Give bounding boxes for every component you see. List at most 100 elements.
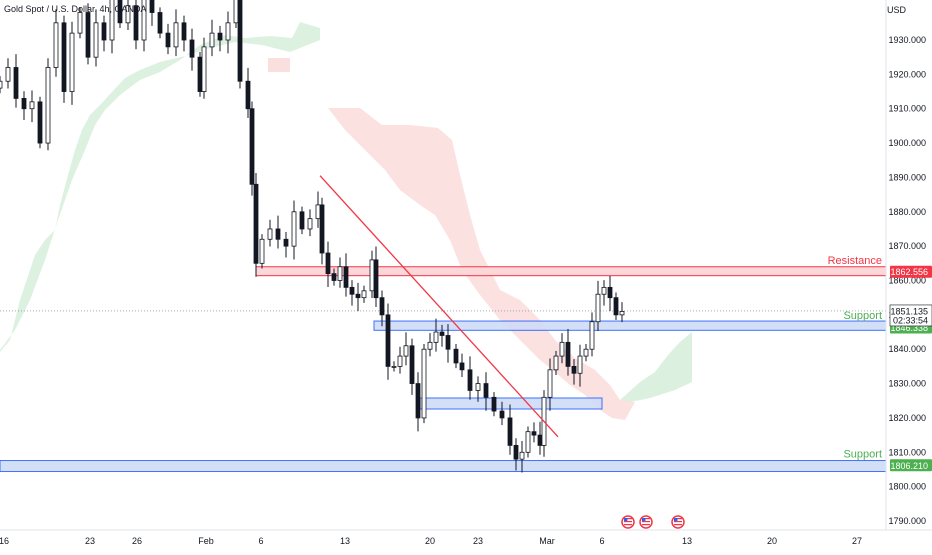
candle[interactable] [519,451,525,460]
candle[interactable] [69,32,75,92]
candle[interactable] [589,321,595,350]
candle[interactable] [141,0,147,41]
candle[interactable] [349,286,355,295]
candle[interactable] [427,341,433,350]
candle[interactable] [459,362,465,371]
candle[interactable] [225,22,231,41]
candle[interactable] [613,297,619,316]
candle[interactable] [133,5,139,41]
candle[interactable] [253,183,259,264]
candle[interactable] [53,22,59,68]
candle[interactable] [547,369,553,398]
candle[interactable] [149,0,155,13]
candle[interactable] [343,266,349,288]
candle[interactable] [467,369,473,391]
candle[interactable] [577,355,583,374]
candle[interactable] [201,46,207,92]
candle[interactable] [355,293,361,299]
candle[interactable] [373,259,379,299]
candle[interactable] [117,0,123,24]
candle[interactable] [513,445,519,460]
candle[interactable] [77,12,83,34]
flag-us-icon[interactable] [621,515,635,529]
candle[interactable] [315,204,321,220]
candle[interactable] [173,22,179,48]
candle[interactable] [109,0,115,41]
candle[interactable] [299,211,305,230]
candle[interactable] [433,331,439,343]
candle[interactable] [583,348,589,357]
candle[interactable] [197,56,203,92]
candle[interactable] [525,431,531,453]
candle[interactable] [259,238,265,264]
candle[interactable] [559,341,565,357]
candle[interactable] [249,108,255,185]
candle[interactable] [439,331,445,336]
candle[interactable] [421,348,427,419]
candle[interactable] [507,417,513,446]
candle[interactable] [165,32,171,48]
candle[interactable] [453,348,459,364]
candle[interactable] [483,383,489,398]
candle[interactable] [385,314,391,367]
candle[interactable] [5,67,11,82]
candle[interactable] [237,0,243,82]
candle[interactable] [325,252,331,275]
candle[interactable] [445,335,451,350]
candle[interactable] [607,286,613,299]
candle[interactable] [331,273,337,281]
candle[interactable] [595,293,601,323]
candle[interactable] [21,98,27,110]
candle[interactable] [553,355,559,371]
candle[interactable] [125,5,131,24]
current-price-badge[interactable] [889,304,932,327]
candle[interactable] [601,286,607,295]
candle[interactable] [189,39,195,58]
candle[interactable] [565,341,571,367]
candle[interactable] [267,228,273,240]
candle[interactable] [499,410,505,419]
candle[interactable] [217,32,223,41]
candle[interactable] [93,22,99,58]
candle[interactable] [245,80,251,110]
support-zone[interactable] [0,460,887,473]
candle[interactable] [369,259,375,292]
candle[interactable] [181,22,187,41]
candle[interactable] [0,80,3,89]
candle[interactable] [85,12,91,58]
candle[interactable] [209,32,215,48]
candle[interactable] [537,434,543,446]
candle[interactable] [45,67,51,144]
candle[interactable] [61,22,67,92]
candle[interactable] [531,431,537,436]
candle[interactable] [307,218,313,230]
candle[interactable] [157,12,163,34]
candle[interactable] [391,365,397,368]
symbol-title[interactable]: Gold Spot / U.S. Dollar, 4h, OANDA [4,4,147,14]
trendline[interactable] [319,175,559,438]
candle[interactable] [13,67,19,99]
candle[interactable] [415,383,421,419]
support-price-badge[interactable] [890,459,932,472]
candle[interactable] [379,297,385,316]
candle[interactable] [37,101,43,144]
resistance-price-badge[interactable] [890,265,932,278]
candle[interactable] [403,345,409,357]
candle[interactable] [361,290,367,299]
candle[interactable] [283,238,289,247]
candle[interactable] [337,266,343,281]
candle[interactable] [409,345,415,384]
candle[interactable] [619,311,625,316]
candle[interactable] [397,355,403,367]
support-zone[interactable] [373,320,887,331]
flag-us-icon[interactable] [639,515,653,529]
candle[interactable] [475,383,481,391]
candle[interactable] [101,22,107,41]
candle[interactable] [491,396,497,412]
flag-us-icon[interactable] [671,515,685,529]
candle[interactable] [319,204,325,254]
candle[interactable] [571,365,577,374]
candle[interactable] [275,228,281,240]
